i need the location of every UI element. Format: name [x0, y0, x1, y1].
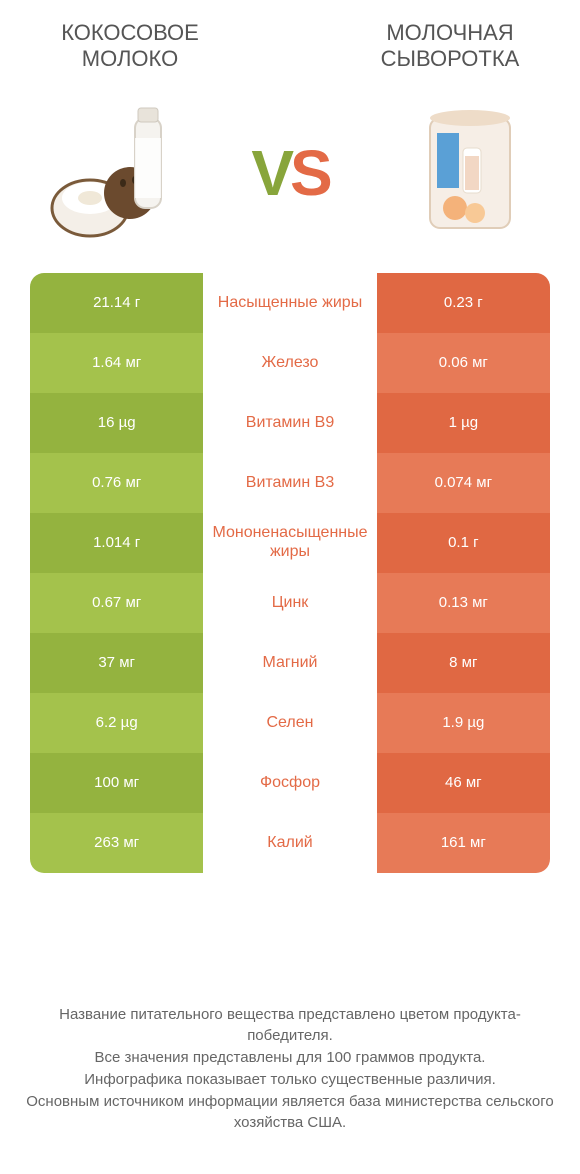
table-row: 6.2 µgСелен1.9 µg — [30, 693, 550, 753]
table-row: 16 µgВитамин B91 µg — [30, 393, 550, 453]
nutrient-name: Селен — [203, 693, 376, 753]
left-value: 6.2 µg — [30, 693, 203, 753]
right-value: 1.9 µg — [377, 693, 550, 753]
right-value: 0.074 мг — [377, 453, 550, 513]
header: КОКОСОВОЕ МОЛОКО МОЛОЧНАЯ СЫВОРОТКА — [0, 0, 580, 83]
footer-note: Название питательного вещества представл… — [0, 1004, 580, 1135]
right-product-image — [390, 93, 550, 253]
right-value: 8 мг — [377, 633, 550, 693]
table-row: 0.76 мгВитамин B30.074 мг — [30, 453, 550, 513]
right-value: 161 мг — [377, 813, 550, 873]
right-value: 0.23 г — [377, 273, 550, 333]
right-value: 46 мг — [377, 753, 550, 813]
vs-s: S — [290, 137, 329, 209]
left-value: 16 µg — [30, 393, 203, 453]
right-value: 0.13 мг — [377, 573, 550, 633]
table-row: 263 мгКалий161 мг — [30, 813, 550, 873]
nutrient-name: Витамин B3 — [203, 453, 376, 513]
table-row: 37 мгМагний8 мг — [30, 633, 550, 693]
left-value: 100 мг — [30, 753, 203, 813]
vs-v: V — [251, 137, 290, 209]
left-value: 0.76 мг — [30, 453, 203, 513]
table-row: 1.014 гМононенасыщенные жиры0.1 г — [30, 513, 550, 573]
right-value: 0.1 г — [377, 513, 550, 573]
left-product-title: КОКОСОВОЕ МОЛОКО — [30, 20, 230, 73]
nutrient-name: Магний — [203, 633, 376, 693]
table-row: 100 мгФосфор46 мг — [30, 753, 550, 813]
image-row: VS — [0, 83, 580, 273]
right-value: 0.06 мг — [377, 333, 550, 393]
right-value: 1 µg — [377, 393, 550, 453]
table-row: 21.14 гНасыщенные жиры0.23 г — [30, 273, 550, 333]
footer-line-2: Все значения представлены для 100 граммо… — [20, 1047, 560, 1069]
left-product-image — [30, 93, 190, 253]
left-value: 1.014 г — [30, 513, 203, 573]
vs-label: VS — [251, 136, 328, 210]
left-value: 0.67 мг — [30, 573, 203, 633]
comparison-table: 21.14 гНасыщенные жиры0.23 г1.64 мгЖелез… — [30, 273, 550, 873]
nutrient-name: Насыщенные жиры — [203, 273, 376, 333]
footer-line-1: Название питательного вещества представл… — [20, 1004, 560, 1048]
footer-line-4: Основным источником информации является … — [20, 1091, 560, 1135]
left-value: 263 мг — [30, 813, 203, 873]
table-row: 0.67 мгЦинк0.13 мг — [30, 573, 550, 633]
nutrient-name: Калий — [203, 813, 376, 873]
nutrient-name: Мононенасыщенные жиры — [203, 513, 376, 573]
right-product-title: МОЛОЧНАЯ СЫВОРОТКА — [350, 20, 550, 73]
nutrient-name: Железо — [203, 333, 376, 393]
left-value: 1.64 мг — [30, 333, 203, 393]
table-row: 1.64 мгЖелезо0.06 мг — [30, 333, 550, 393]
nutrient-name: Витамин B9 — [203, 393, 376, 453]
nutrient-name: Фосфор — [203, 753, 376, 813]
left-value: 21.14 г — [30, 273, 203, 333]
footer-line-3: Инфографика показывает только существенн… — [20, 1069, 560, 1091]
left-value: 37 мг — [30, 633, 203, 693]
nutrient-name: Цинк — [203, 573, 376, 633]
